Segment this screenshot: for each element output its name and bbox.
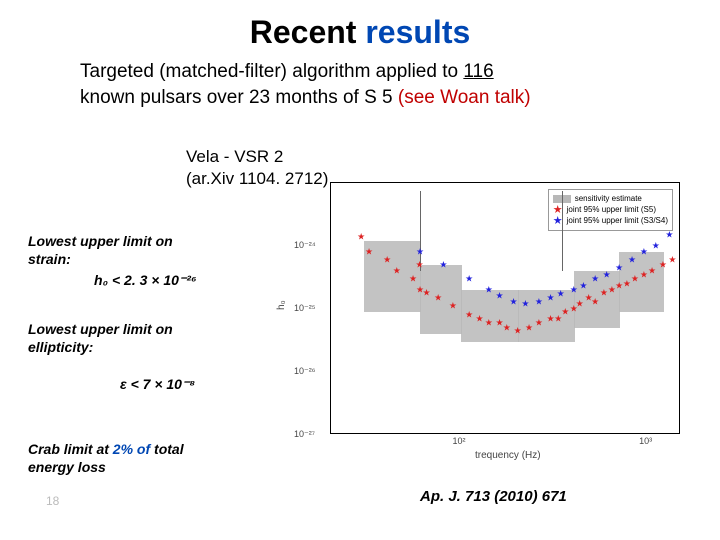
red-upper-limit-point: ★ (409, 274, 417, 283)
slide-title: Recent results (0, 0, 720, 51)
red-upper-limit-point: ★ (525, 323, 533, 332)
note-ellipticity: Lowest upper limit on ellipticity: (28, 320, 173, 356)
legend-blue-label: joint 95% upper limit (S3/S4) (567, 215, 668, 226)
y-tick-label: 10⁻²⁵ (294, 303, 316, 314)
citation: Ap. J. 713 (2010) 671 (420, 488, 567, 505)
note-strain: Lowest upper limit on strain: (28, 232, 173, 268)
note-ellipticity-value: ε < 7 × 10⁻⁸ (120, 376, 195, 393)
blue-upper-limit-point: ★ (640, 248, 648, 257)
blue-upper-limit-point: ★ (557, 290, 565, 299)
blue-upper-limit-point: ★ (535, 297, 543, 306)
red-upper-limit-point: ★ (659, 260, 667, 269)
blue-upper-limit-point: ★ (603, 270, 611, 279)
y-tick-label: 10⁻²⁶ (294, 366, 315, 377)
legend-band-label: sensitivity estimate (575, 193, 642, 204)
red-upper-limit-point: ★ (640, 270, 648, 279)
red-upper-limit-point: ★ (561, 307, 569, 316)
blue-upper-limit-point: ★ (521, 300, 529, 309)
red-upper-limit-point: ★ (393, 267, 401, 276)
y-axis-label: h₀ (276, 300, 287, 310)
blue-upper-limit-point: ★ (591, 274, 599, 283)
red-upper-limit-point: ★ (503, 323, 511, 332)
red-upper-limit-point: ★ (600, 288, 608, 297)
n-pulsars: 116 (463, 61, 493, 82)
red-upper-limit-point: ★ (357, 232, 365, 241)
x-tick-label: 10³ (639, 436, 652, 446)
y-tick-label: 10⁻²⁴ (294, 240, 316, 251)
blue-upper-limit-point: ★ (439, 260, 447, 269)
red-upper-limit-point: ★ (668, 255, 676, 264)
red-upper-limit-point: ★ (434, 293, 442, 302)
blue-upper-limit-point: ★ (416, 248, 424, 257)
red-upper-limit-point: ★ (591, 297, 599, 306)
blue-upper-limit-point: ★ (570, 286, 578, 295)
red-upper-limit-point: ★ (485, 318, 493, 327)
red-upper-limit-point: ★ (648, 267, 656, 276)
subtitle: Targeted (matched-filter) algorithm appl… (80, 59, 720, 110)
red-upper-limit-point: ★ (415, 260, 423, 269)
red-upper-limit-point: ★ (383, 255, 391, 264)
blue-upper-limit-point: ★ (465, 274, 473, 283)
blue-upper-limit-point: ★ (615, 263, 623, 272)
blue-upper-limit-point: ★ (546, 293, 554, 302)
spectral-spike (562, 191, 563, 271)
title-part-1: Recent (250, 14, 366, 50)
subtitle-l1a: Targeted (matched-filter) algorithm appl… (80, 61, 463, 82)
chart-legend: sensitivity estimate ★joint 95% upper li… (548, 189, 673, 231)
blue-upper-limit-point: ★ (485, 286, 493, 295)
red-upper-limit-point: ★ (535, 318, 543, 327)
red-upper-limit-point: ★ (449, 302, 457, 311)
note-strain-value: h₀ < 2. 3 × 10⁻²⁶ (94, 272, 197, 289)
x-tick-label: 10² (452, 436, 465, 446)
red-upper-limit-point: ★ (465, 311, 473, 320)
title-part-2: results (365, 14, 470, 50)
sensitivity-chart: sensitivity estimate ★ joint 95% upper li… (280, 170, 700, 470)
red-upper-limit-point: ★ (631, 274, 639, 283)
x-axis-label: trequency (Hz) (475, 450, 541, 461)
y-tick-label: 10⁻²⁷ (294, 429, 315, 440)
subtitle-l2a: known pulsars over 23 months of S 5 (80, 87, 398, 108)
blue-upper-limit-point: ★ (496, 292, 504, 301)
blue-upper-limit-point: ★ (509, 297, 517, 306)
vela-l1: Vela - VSR 2 (186, 147, 283, 166)
page-number: 18 (46, 494, 59, 508)
blue-upper-limit-point: ★ (628, 255, 636, 264)
red-upper-limit-point: ★ (365, 248, 373, 257)
blue-upper-limit-point: ★ (665, 230, 673, 239)
red-upper-limit-point: ★ (623, 279, 631, 288)
see-talk: (see Woan talk) (398, 87, 531, 108)
blue-upper-limit-point: ★ (652, 242, 660, 251)
red-upper-limit-point: ★ (423, 288, 431, 297)
red-upper-limit-point: ★ (476, 314, 484, 323)
blue-upper-limit-point: ★ (579, 282, 587, 291)
note-crab: Crab limit at 2% of total energy loss (28, 440, 184, 476)
red-upper-limit-point: ★ (514, 326, 522, 335)
red-upper-limit-point: ★ (576, 300, 584, 309)
plot-area: sensitivity estimate ★ joint 95% upper li… (330, 182, 680, 434)
legend-red-label: joint 95% upper limit (S5) (567, 204, 656, 215)
